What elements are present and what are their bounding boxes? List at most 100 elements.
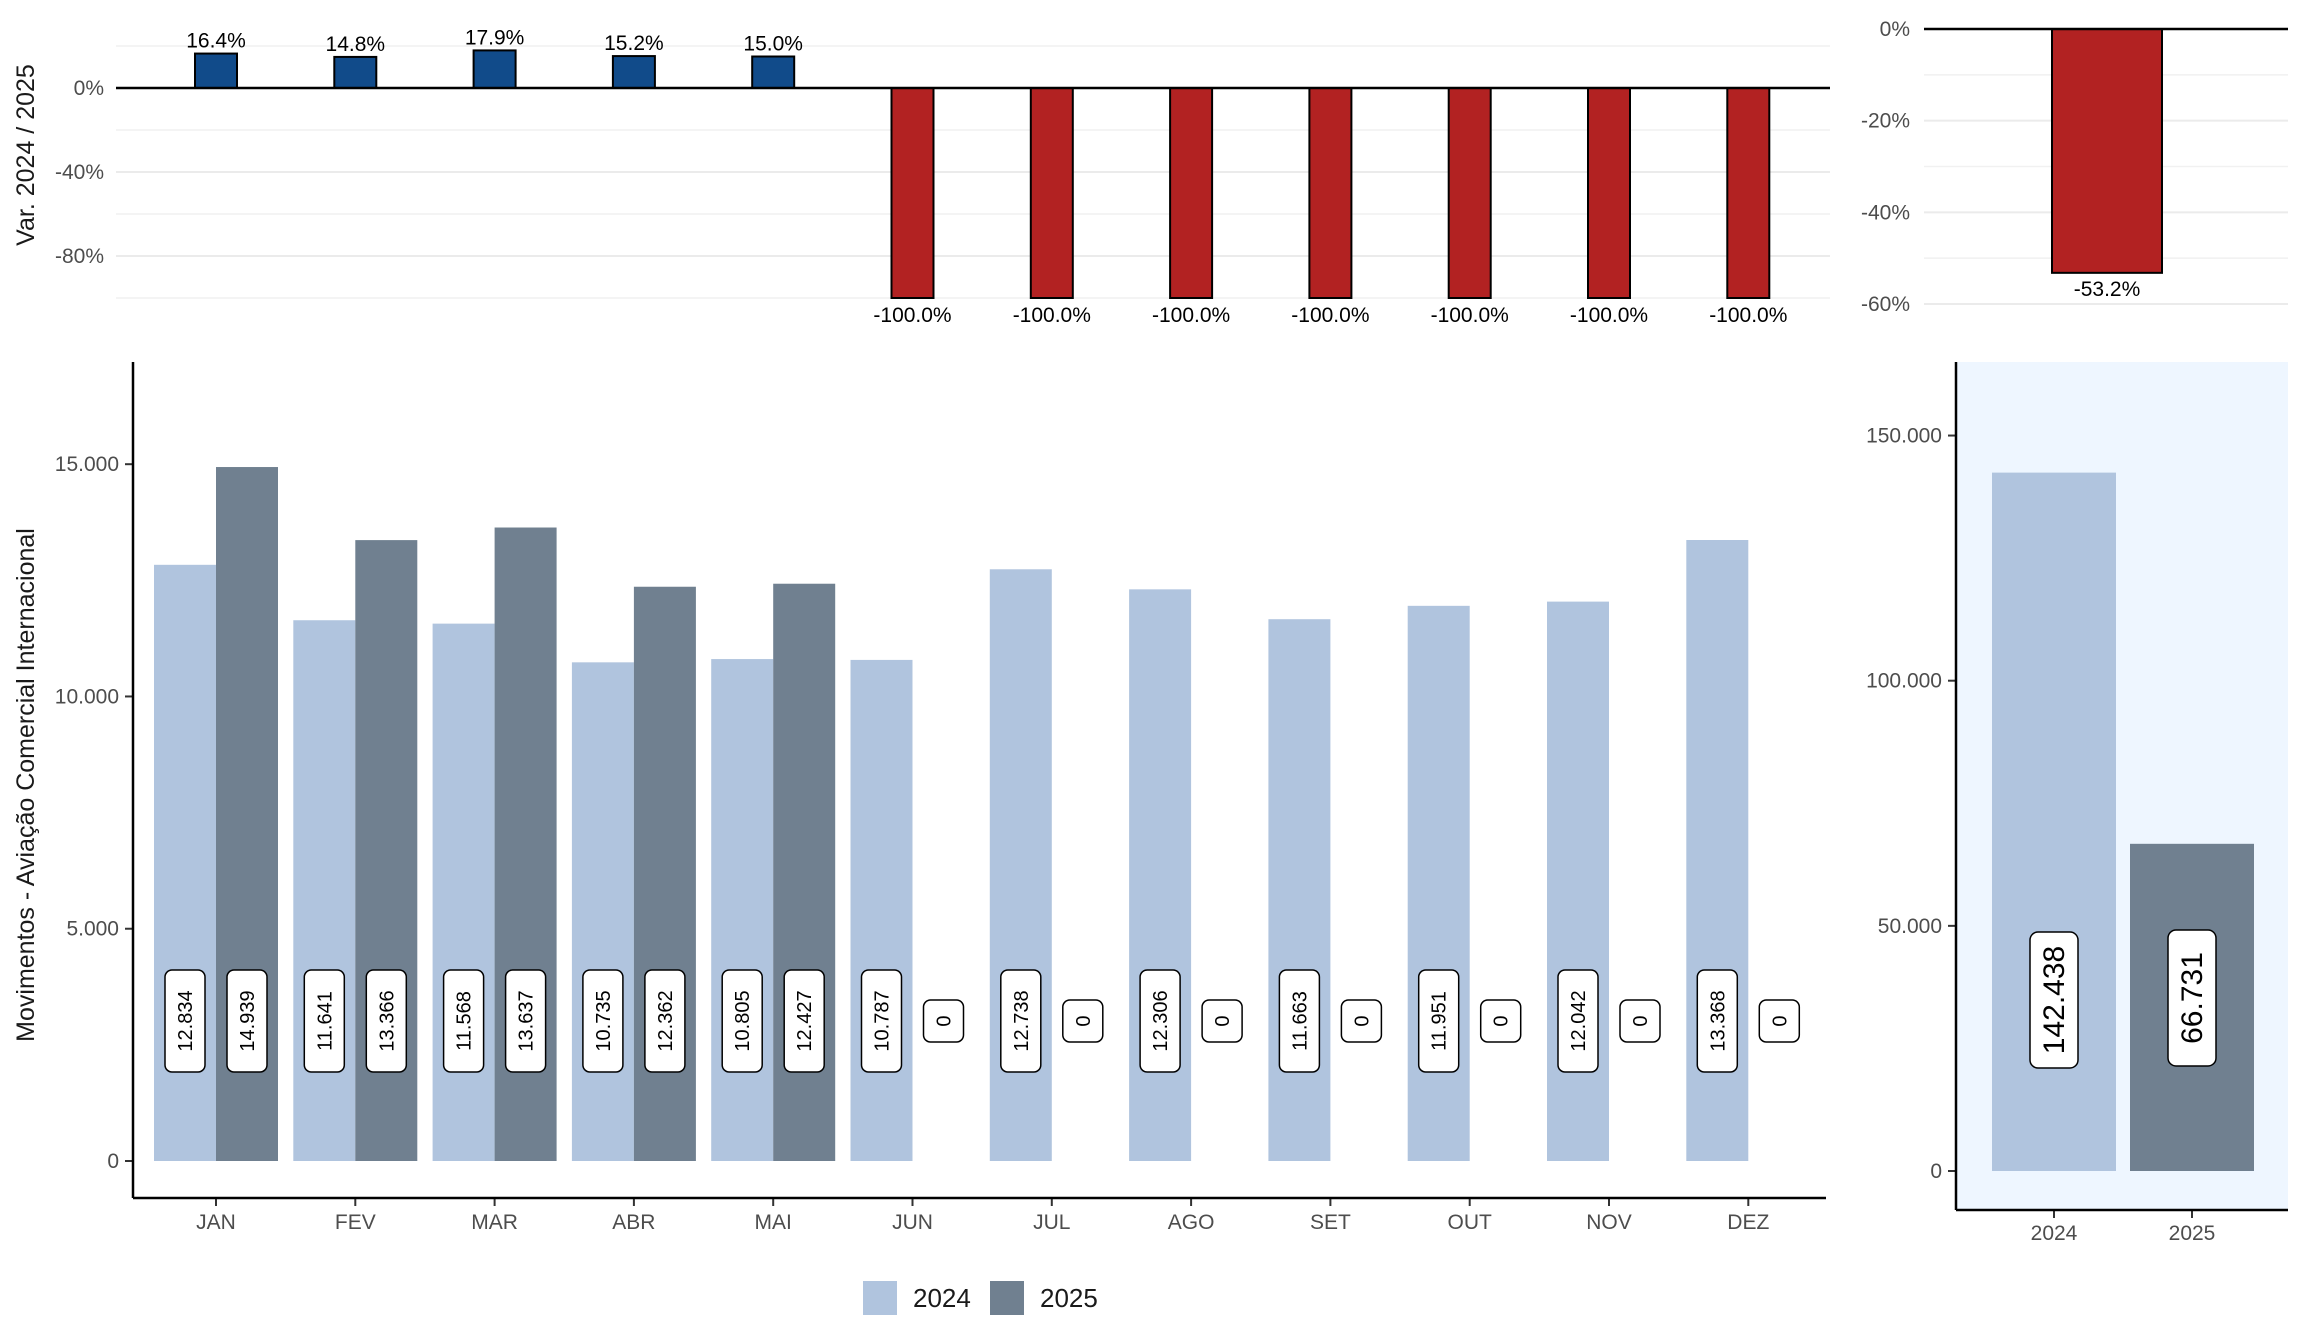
value-label-box [226, 969, 268, 1073]
x-tick-label: FEV [335, 1211, 376, 1234]
value-label-text: 12.362 [655, 990, 677, 1051]
legend-swatch-2025 [990, 1281, 1024, 1315]
y-tick-label: 50.000 [1878, 915, 1942, 938]
value-label-box [1619, 999, 1661, 1043]
value-label-text: 0 [1769, 1015, 1791, 1026]
variation-data-label: 16.4% [186, 30, 246, 53]
value-label-text: 0 [1073, 1015, 1095, 1026]
value-label-box [365, 969, 408, 1073]
value-label-box [504, 969, 547, 1073]
variation-bar [1029, 87, 1074, 299]
value-label-text: 12.834 [175, 990, 197, 1051]
value-label-box [721, 969, 763, 1073]
variation-data-label: -100.0% [1431, 304, 1509, 327]
variation-bar [1447, 87, 1492, 299]
value-label-box [164, 969, 206, 1073]
variation-bar [751, 55, 796, 89]
variation-bar [1169, 87, 1214, 299]
variation-bar [1726, 87, 1771, 299]
value-label-text: 12.306 [1150, 990, 1172, 1051]
value-label-box [1340, 999, 1383, 1043]
value-label: 12.042 [1557, 969, 1599, 1073]
value-label-text: 13.637 [516, 990, 538, 1051]
value-label: 0 [1340, 999, 1383, 1043]
bar-2025 [633, 586, 696, 1161]
bar-2025 [773, 583, 836, 1161]
x-tick-label: SET [1310, 1211, 1351, 1234]
legend: 2024 2025 [863, 1281, 1098, 1315]
bar-2024 [571, 662, 634, 1161]
variation-data-label: 15.2% [604, 32, 664, 55]
y-axis-title: Var. 2024 / 2025 [12, 64, 40, 246]
variation-bar [333, 55, 378, 89]
bar-2024 [850, 659, 913, 1161]
y-tick-label: 0% [74, 77, 104, 100]
value-label-box [922, 999, 965, 1043]
value-label-box [1696, 969, 1739, 1073]
annual-total-label-text: 66.731 [2176, 952, 2209, 1044]
value-label-box [860, 969, 903, 1073]
value-label-box [1417, 969, 1460, 1073]
x-tick-label: NOV [1586, 1211, 1632, 1234]
x-tick-label: 2025 [2169, 1222, 2216, 1245]
value-label-text: 11.568 [454, 991, 476, 1051]
value-label-box [303, 969, 346, 1073]
value-label-text: 0 [934, 1015, 956, 1026]
variation-data-label: 14.8% [326, 33, 386, 56]
value-label-text: 12.042 [1568, 990, 1590, 1051]
variation-bar [1308, 87, 1353, 299]
bar-2024 [1129, 589, 1192, 1161]
variation-data-label: -100.0% [873, 304, 951, 327]
value-label: 0 [1062, 999, 1104, 1043]
y-tick-label: -40% [1861, 201, 1910, 224]
x-tick-label: JUN [892, 1211, 933, 1234]
annual-total-label-box [2167, 929, 2217, 1067]
x-tick-label: MAI [755, 1211, 792, 1234]
value-label: 0 [1619, 999, 1661, 1043]
x-tick-label: 2024 [2031, 1222, 2078, 1245]
variation-bar [611, 55, 656, 90]
y-tick-label: 0 [107, 1150, 119, 1173]
bar-2024 [711, 659, 774, 1161]
value-label-box [1479, 999, 1522, 1043]
value-label-text: 13.368 [1707, 990, 1729, 1051]
value-label-box [1278, 969, 1321, 1073]
value-label: 14.939 [226, 969, 268, 1073]
variation-bar [472, 49, 517, 89]
value-label-text: 12.427 [794, 990, 816, 1051]
variation-data-label: -100.0% [1570, 304, 1648, 327]
value-label: 10.735 [582, 969, 624, 1073]
variation-bar [890, 87, 935, 299]
value-label-box [1062, 999, 1104, 1043]
value-label-text: 0 [1212, 1015, 1234, 1026]
annual-variation-bar [2051, 28, 2163, 274]
value-label-text: 0 [1630, 1015, 1652, 1026]
value-label: 0 [1479, 999, 1522, 1043]
bar-2024 [1547, 601, 1609, 1161]
value-label: 11.663 [1278, 969, 1321, 1073]
variation-data-label: -100.0% [1291, 304, 1369, 327]
x-tick-label: JAN [196, 1211, 236, 1234]
value-label-text: 11.641 [314, 991, 336, 1051]
bar-2024 [1407, 605, 1470, 1161]
y-tick-label: 0 [1930, 1160, 1942, 1183]
annual-variation-panel: 0% -20% -40% -60% -53.2% [1861, 18, 2288, 316]
value-label: 11.568 [442, 969, 485, 1073]
bar-2024 [1268, 619, 1331, 1161]
bar-2024 [293, 620, 356, 1161]
legend-label-2025: 2025 [1040, 1283, 1098, 1313]
value-label-text: 14.939 [237, 990, 259, 1051]
value-label: 10.787 [860, 969, 903, 1073]
value-label: 11.951 [1417, 969, 1460, 1073]
value-label: 12.306 [1139, 969, 1181, 1073]
value-label-box [1758, 999, 1801, 1043]
value-label-text: 10.787 [872, 990, 894, 1051]
y-tick-label: 10.000 [55, 685, 119, 708]
value-label: 12.427 [783, 969, 825, 1073]
value-label: 0 [1201, 999, 1243, 1043]
y-tick-label: -60% [1861, 293, 1910, 316]
y-tick-label: -80% [55, 245, 104, 268]
x-tick-label: ABR [612, 1211, 655, 1234]
value-label-box [1139, 969, 1181, 1073]
